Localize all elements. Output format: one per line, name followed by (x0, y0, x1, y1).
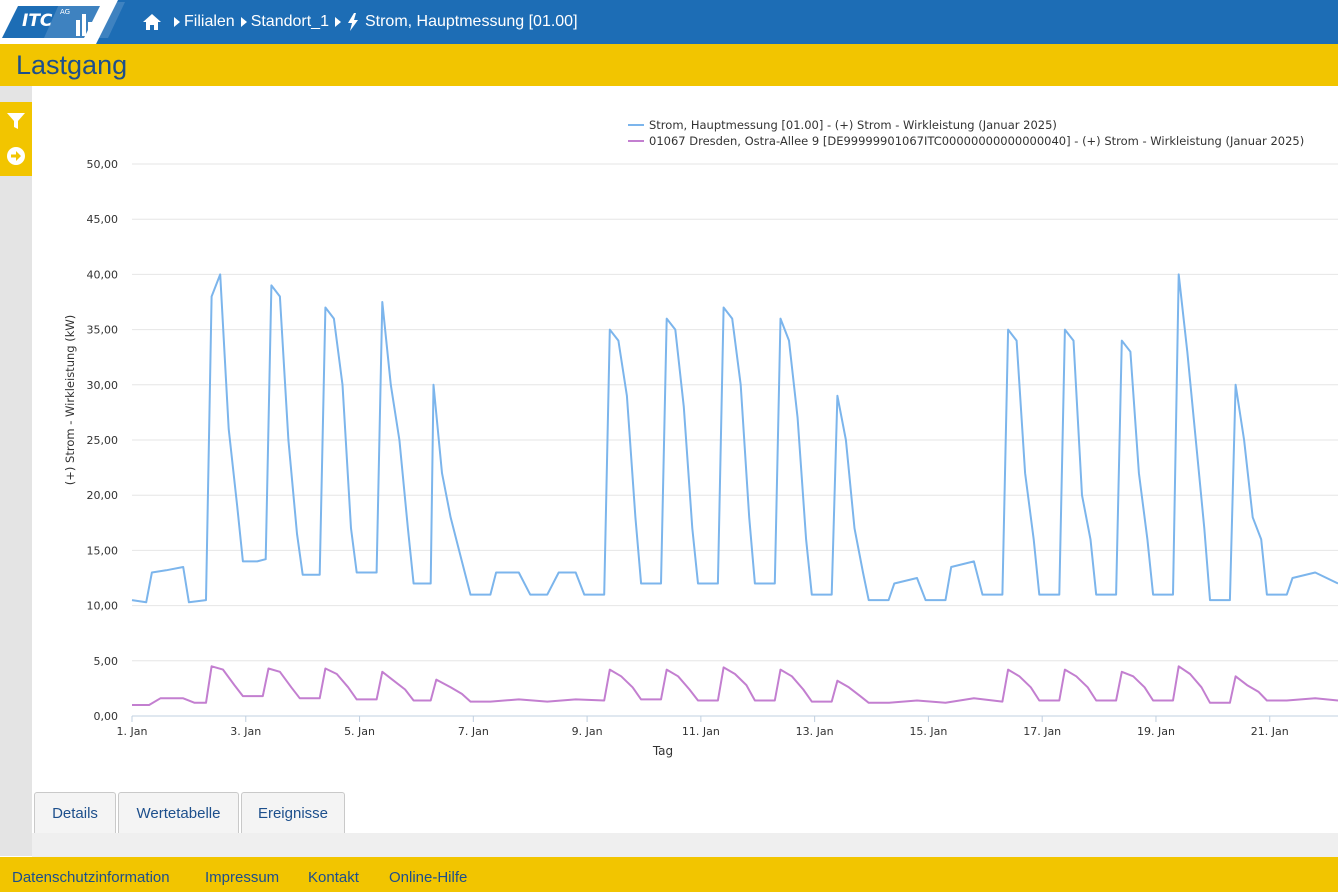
y-tick-label: 40,00 (87, 268, 119, 281)
y-tick-label: 10,00 (87, 600, 119, 613)
x-axis-label: Tag (652, 744, 673, 758)
logo-superscript: AG (60, 8, 70, 16)
left-rail (0, 86, 32, 856)
y-axis-label: (+) Strom - Wirkleistung (kW) (63, 315, 77, 485)
breadcrumb-label: Standort_1 (250, 13, 329, 30)
caret-right-icon (334, 17, 341, 27)
itc-logo[interactable]: ITC AG (0, 0, 130, 44)
caret-right-icon (240, 17, 247, 27)
y-tick-label: 35,00 (87, 324, 119, 337)
footer-link-datenschutz[interactable]: Datenschutzinformation (12, 869, 170, 886)
top-bar: ITC AG Filialen Standort_1 Strom, Hauptm… (0, 0, 1338, 44)
tab-wertetabelle[interactable]: Wertetabelle (118, 792, 239, 833)
series-line-secondary[interactable] (132, 665, 1338, 706)
y-tick-label: 20,00 (87, 489, 119, 502)
footer: Datenschutzinformation Impressum Kontakt… (0, 857, 1338, 892)
tool-panel (0, 102, 32, 176)
y-tick-label: 15,00 (87, 544, 119, 557)
x-axis-ticks: 1. Jan 3. Jan 5. Jan 7. Jan 9. Jan 11. Jan 13.… (117, 716, 1289, 738)
caret-right-icon (174, 17, 180, 27)
page-title: Lastgang (16, 50, 128, 80)
chart-legend: Strom, Hauptmessung [01.00] - (+) Strom … (628, 118, 1304, 148)
chart-container: Strom, Hauptmessung [01.00] - (+) Strom … (32, 86, 1338, 790)
footer-link-kontakt[interactable]: Kontakt (308, 869, 359, 886)
y-tick-label: 45,00 (87, 213, 119, 226)
x-tick-label: 7. Jan (458, 725, 489, 738)
x-tick-label: 3. Jan (230, 725, 261, 738)
y-tick-label: 50,00 (87, 158, 119, 171)
y-tick-label: 5,00 (94, 655, 119, 668)
breadcrumb-label: Strom, Hauptmessung [01.00] (364, 13, 578, 30)
lightning-icon (347, 13, 358, 31)
x-tick-label: 9. Jan (572, 725, 603, 738)
footer-link-impressum[interactable]: Impressum (205, 869, 280, 886)
x-tick-label: 5. Jan (344, 725, 375, 738)
chart-series (131, 273, 1338, 706)
legend-item-main[interactable]: Strom, Hauptmessung [01.00] - (+) Strom … (649, 118, 1057, 132)
tab-strip (32, 833, 1338, 857)
series-line-main[interactable] (131, 273, 1338, 604)
title-bar: Lastgang (0, 44, 1338, 86)
breadcrumb-item-standort[interactable]: Standort_1 (240, 13, 329, 31)
x-tick-label: 19. Jan (1137, 725, 1175, 738)
arrow-right-circle-icon[interactable] (0, 139, 32, 173)
breadcrumb-item-filialen[interactable]: Filialen (174, 13, 235, 31)
x-tick-label: 15. Jan (909, 725, 947, 738)
y-tick-label: 25,00 (87, 434, 119, 447)
load-profile-chart: Strom, Hauptmessung [01.00] - (+) Strom … (63, 118, 1338, 758)
chart-gridlines (132, 163, 1338, 717)
tab-ereignisse[interactable]: Ereignisse (241, 792, 345, 833)
x-tick-label: 17. Jan (1023, 725, 1061, 738)
x-tick-label: 21. Jan (1251, 725, 1289, 738)
breadcrumb: Filialen Standort_1 Strom, Hauptmessung … (142, 0, 584, 44)
tab-details[interactable]: Details (34, 792, 116, 833)
breadcrumb-label: Filialen (184, 13, 235, 30)
y-axis-ticks: 0,00 5,00 10,00 15,00 20,00 25,00 30,00 35,00 40… (87, 158, 119, 723)
y-tick-label: 0,00 (94, 710, 119, 723)
breadcrumb-item-messung[interactable]: Strom, Hauptmessung [01.00] (334, 13, 578, 31)
y-tick-label: 30,00 (87, 379, 119, 392)
logo-text: ITC (22, 11, 53, 31)
footer-link-online-hilfe[interactable]: Online-Hilfe (389, 869, 468, 886)
filter-icon[interactable] (0, 104, 32, 138)
x-tick-label: 13. Jan (796, 725, 834, 738)
x-tick-label: 11. Jan (682, 725, 720, 738)
x-tick-label: 1. Jan (117, 725, 148, 738)
legend-item-secondary[interactable]: 01067 Dresden, Ostra-Allee 9 [DE99999901… (649, 134, 1304, 148)
home-icon[interactable] (142, 13, 162, 31)
